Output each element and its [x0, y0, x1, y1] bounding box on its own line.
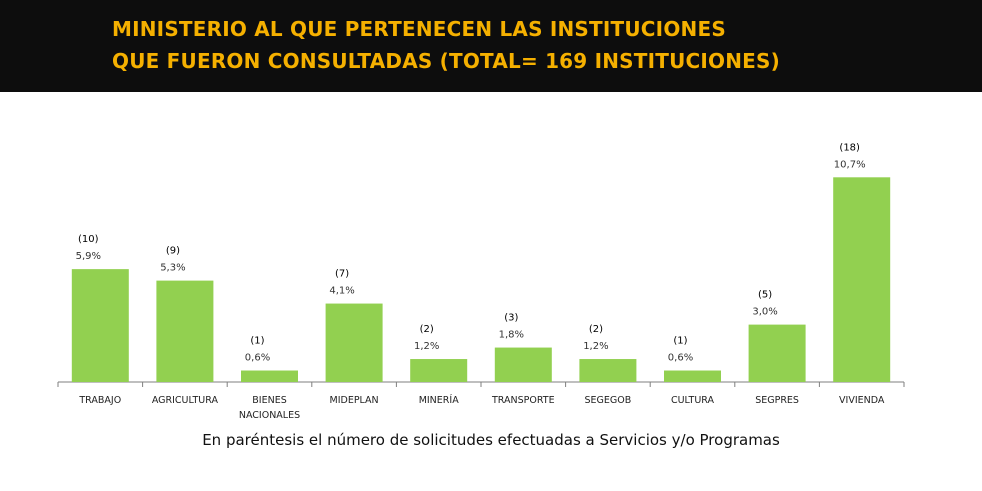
bar-count-label: (10) [78, 234, 99, 245]
bar [410, 359, 468, 382]
bar-count-label: (1) [673, 336, 687, 347]
bar [748, 324, 806, 382]
bar [156, 280, 214, 382]
bar [71, 269, 129, 382]
bar-value-label: 0,6% [245, 353, 270, 364]
bar-value-label: 4,1% [329, 286, 354, 297]
bar [579, 359, 637, 382]
bar-value-label: 3,0% [752, 307, 777, 318]
bar-value-label: 10,7% [834, 159, 866, 170]
bar [241, 370, 298, 382]
bar-value-label: 5,3% [160, 263, 185, 274]
bar [833, 177, 891, 382]
x-tick-label: SEGPRES [755, 395, 799, 406]
x-tick-label: VIVIENDA [839, 395, 885, 406]
bar-count-label: (2) [420, 324, 434, 335]
bar-chart: 5,9% (10) TRABAJO 5,3% (9) AGRICULTURA 0,6% (1)… [57, 142, 905, 421]
x-tick-label: MINERÍA [419, 394, 460, 406]
bar-value-label: 1,2% [414, 341, 439, 352]
bar [325, 303, 383, 382]
x-tick-label: SEGEGOB [585, 395, 632, 406]
bar [494, 347, 552, 382]
bar-count-label: (7) [335, 269, 349, 280]
bar-value-label: 1,2% [583, 341, 608, 352]
chart-caption: En paréntesis el número de solicitudes e… [202, 431, 780, 449]
x-tick-label: BIENES [252, 395, 286, 406]
title-line-1: MINISTERIO AL QUE PERTENECEN LAS INSTITU… [112, 17, 726, 41]
bar-value-label: 5,9% [76, 251, 101, 262]
bar-count-label: (1) [250, 336, 264, 347]
x-tick-label: TRANSPORTE [491, 395, 555, 406]
bar-count-label: (18) [839, 142, 860, 153]
bar-count-label: (3) [504, 313, 518, 324]
bar-value-label: 1,8% [499, 330, 524, 341]
title-line-2: QUE FUERON CONSULTADAS (TOTAL= 169 INSTI… [112, 49, 780, 73]
bar-count-label: (2) [589, 324, 603, 335]
x-tick-label: AGRICULTURA [152, 395, 219, 406]
bar-count-label: (9) [166, 246, 180, 257]
bar-value-label: 0,6% [668, 353, 693, 364]
x-tick-label: CULTURA [671, 395, 715, 406]
bar [664, 370, 721, 382]
bar-count-label: (5) [758, 290, 772, 301]
title-banner: MINISTERIO AL QUE PERTENECEN LAS INSTITU… [0, 0, 982, 92]
x-tick-label: MIDEPLAN [330, 395, 379, 406]
x-tick-label: TRABAJO [78, 395, 121, 406]
x-tick-label: NACIONALES [239, 410, 300, 421]
